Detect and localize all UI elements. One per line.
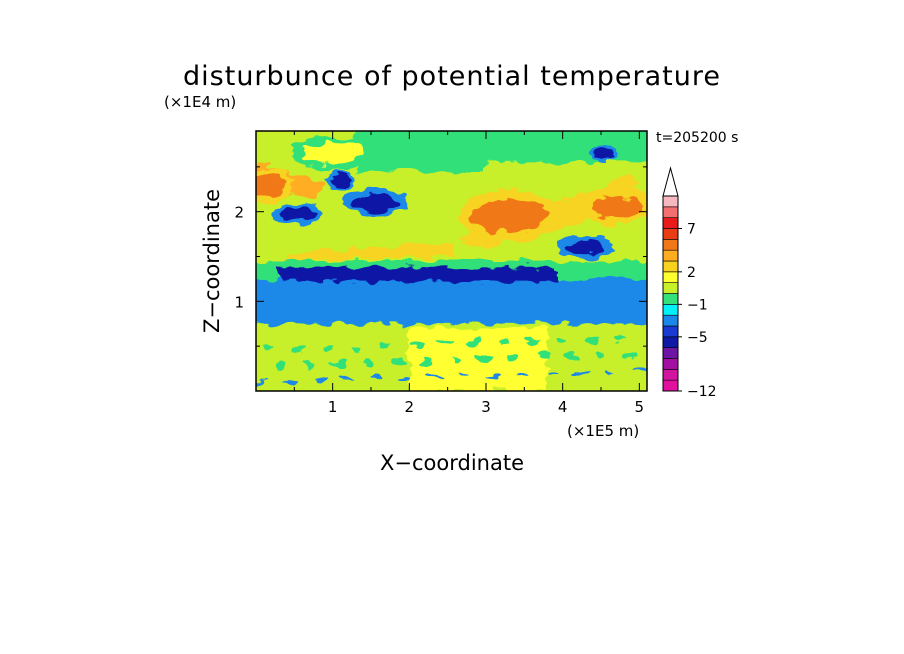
y-tick-label: 1 xyxy=(234,293,244,311)
field-speckle xyxy=(339,377,356,382)
y-tick-label: 2 xyxy=(234,204,244,222)
colorbar-swatch xyxy=(662,249,679,262)
field-speckle xyxy=(419,356,432,365)
field-speckle xyxy=(379,342,394,349)
field-band-0 xyxy=(256,278,647,324)
field-speckle xyxy=(631,368,647,373)
colorbar-swatch xyxy=(662,260,679,273)
field-region-upper-neutral xyxy=(355,131,486,172)
field-speckle xyxy=(485,372,502,377)
y-unit-label: (×1E4 m) xyxy=(164,93,236,111)
field-speckle xyxy=(622,350,637,359)
field-blob-0 xyxy=(351,193,398,212)
colorbar-swatch xyxy=(662,358,679,370)
colorbar-swatch xyxy=(662,336,679,348)
plot-frame xyxy=(255,130,648,392)
x-axis-label: X−coordinate xyxy=(380,451,524,475)
time-label: t=205200 s xyxy=(656,130,738,146)
field-speckle xyxy=(507,353,518,362)
colorbar-label: −12 xyxy=(687,384,717,400)
colorbar-swatch xyxy=(662,293,679,305)
field-speckle xyxy=(565,352,578,361)
field-speckle xyxy=(468,339,481,346)
field-speckle xyxy=(525,337,540,344)
colorbar-swatch xyxy=(662,369,679,381)
field-speckle xyxy=(614,335,627,342)
colorbar-swatch xyxy=(662,271,679,283)
contour-field xyxy=(256,131,647,391)
field-speckle xyxy=(256,380,264,385)
field-speckle xyxy=(476,354,491,363)
field-speckle xyxy=(330,359,345,368)
field-blob-7 xyxy=(256,174,287,196)
field-speckle xyxy=(361,358,372,367)
field-speckle xyxy=(313,378,324,383)
field-speckle xyxy=(582,336,599,342)
x-tick-label: 1 xyxy=(328,398,338,416)
x-tick-label: 4 xyxy=(558,398,568,416)
field-speckle xyxy=(574,370,589,375)
field-speckle xyxy=(450,355,459,364)
colorbar-over-arrow xyxy=(662,166,679,197)
field-speckle xyxy=(388,357,405,366)
field-speckle xyxy=(436,340,453,347)
field-speckle xyxy=(353,343,362,350)
field-speckle xyxy=(596,351,605,360)
colorbar-label: 7 xyxy=(687,222,696,238)
chart-title: disturbunce of potential temperature xyxy=(183,61,721,92)
field-blob-5 xyxy=(470,200,548,233)
colorbar-swatch xyxy=(662,239,679,251)
colorbar-frame xyxy=(662,195,679,392)
field-region-upper-right xyxy=(486,131,647,163)
field-blob-4 xyxy=(328,174,352,186)
x-tick-label: 5 xyxy=(635,398,645,416)
field-speckle xyxy=(410,341,421,348)
field-speckle xyxy=(401,375,410,380)
x-unit-label: (×1E5 m) xyxy=(567,422,639,440)
colorbar-swatch xyxy=(662,206,679,218)
colorbar-label: −1 xyxy=(687,297,708,313)
field-speckle xyxy=(304,360,313,369)
colorbar-swatch xyxy=(662,379,679,392)
colorbar-swatch xyxy=(662,217,679,229)
field-blob-6 xyxy=(589,196,644,218)
field-speckle xyxy=(459,373,470,378)
field-speckle xyxy=(273,361,286,369)
x-axis: 1 2 3 4 5 xyxy=(293,131,645,416)
colorbar-swatch xyxy=(662,304,679,316)
field-band-1 xyxy=(279,267,555,282)
field-blob-8 xyxy=(302,142,364,165)
colorbar-label: −5 xyxy=(687,330,708,346)
field-speckle xyxy=(370,376,383,381)
field-speckle xyxy=(516,371,529,376)
field-speckle xyxy=(605,369,616,374)
field-speckle xyxy=(547,371,556,376)
field-speckle xyxy=(290,344,307,351)
field-blob-1 xyxy=(279,208,318,221)
field-blob-3 xyxy=(595,147,615,160)
field-speckle xyxy=(556,336,567,343)
field-speckle xyxy=(264,345,275,352)
colorbar-swatch xyxy=(662,325,679,338)
field-speckle xyxy=(282,379,297,384)
colorbar-swatch xyxy=(662,282,679,294)
warm-band-middle xyxy=(286,243,456,261)
field-speckle xyxy=(534,352,551,361)
x-tick-label: 2 xyxy=(405,398,415,416)
colorbar-label: 2 xyxy=(687,265,696,281)
x-tick-label: 3 xyxy=(481,398,491,416)
y-axis-label: Z−coordinate xyxy=(200,189,224,333)
field-blob-2 xyxy=(564,240,608,255)
colorbar-swatch xyxy=(662,195,679,208)
colorbar: −12−5−127 xyxy=(662,166,717,400)
colorbar-swatch xyxy=(662,347,679,359)
field-speckle xyxy=(499,338,508,345)
colorbar-swatch xyxy=(662,314,679,327)
y-axis: 12 xyxy=(234,166,647,347)
field-speckle xyxy=(321,344,334,351)
colorbar-swatch xyxy=(662,228,679,240)
field-speckle xyxy=(428,374,443,379)
